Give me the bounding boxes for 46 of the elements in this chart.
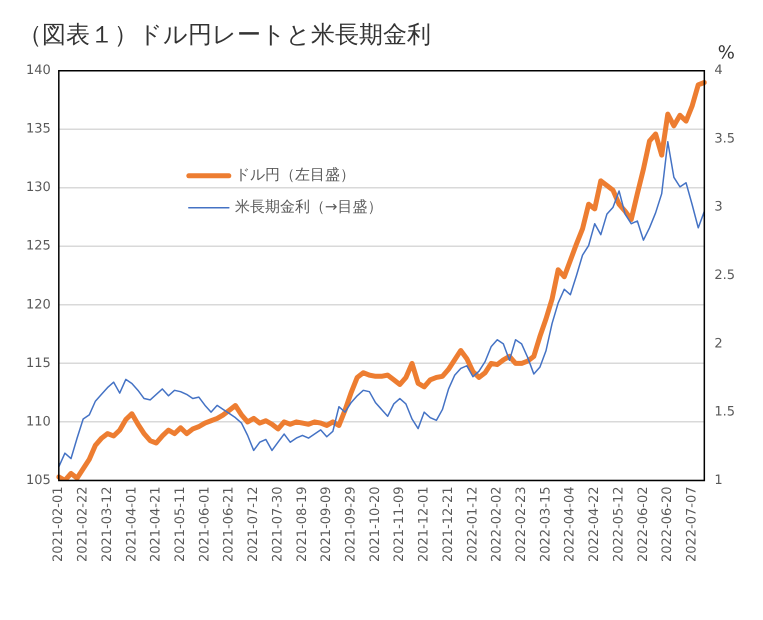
- y-tick-label: 130: [26, 180, 51, 196]
- x-tick-label: 2021-05-11: [172, 486, 188, 562]
- x-tick-label: 2022-07-07: [684, 486, 700, 562]
- x-tick-label: 2022-04-04: [562, 486, 578, 562]
- y2-tick-label: 2.5: [714, 268, 736, 283]
- y-tick-label: 135: [26, 122, 51, 137]
- x-tick-label: 2021-02-22: [76, 486, 91, 562]
- legend-label: 米長期金利（→目盛）: [234, 198, 382, 216]
- y-tick-label: 120: [26, 297, 51, 312]
- y-tick-label: 125: [26, 238, 51, 254]
- x-tick-label: 2022-01-12: [465, 486, 480, 562]
- x-tick-label: 2022-06-20: [660, 486, 676, 562]
- x-tick-label: 2021-06-21: [222, 486, 237, 562]
- y2-tick-label: 1: [714, 472, 723, 488]
- x-tick-label: 2021-02-01: [51, 486, 66, 562]
- chart-title: （図表１）ドル円レートと米長期金利: [18, 20, 431, 49]
- x-tick-label: 2022-06-02: [636, 486, 651, 562]
- y2-tick-label: 2: [714, 336, 723, 352]
- x-tick-label: 2021-08-19: [294, 486, 310, 562]
- y-tick-label: 110: [26, 414, 51, 430]
- x-tick-label: 2021-09-09: [319, 486, 334, 562]
- y-tick-label: 140: [26, 63, 51, 78]
- x-tick-label: 2021-07-30: [270, 486, 286, 562]
- x-tick-label: 2022-02-23: [514, 486, 530, 562]
- y2-tick-label: 3: [714, 200, 723, 215]
- y-tick-label: 115: [26, 356, 51, 371]
- legend-label: ドル円（左目盛）: [234, 166, 355, 184]
- x-tick-label: 2021-12-01: [416, 486, 432, 562]
- y2-tick-label: 3.5: [714, 131, 736, 146]
- x-tick-label: 2022-03-15: [538, 486, 554, 562]
- x-tick-label: 2022-05-12: [611, 486, 626, 562]
- x-tick-label: 2021-04-21: [148, 486, 164, 562]
- x-tick-label: 2021-06-01: [197, 486, 212, 562]
- x-tick-label: 2021-03-12: [100, 486, 115, 562]
- x-tick-label: 2022-02-02: [490, 486, 505, 562]
- x-tick-label: 2021-04-01: [124, 486, 140, 562]
- x-tick-label: 2021-11-09: [392, 486, 408, 562]
- x-tick-label: 2021-09-29: [343, 486, 358, 562]
- x-tick-label: 2021-12-21: [440, 486, 456, 562]
- x-tick-label: 2021-07-12: [246, 486, 262, 562]
- x-tick-label: 2021-10-20: [368, 486, 383, 562]
- y2-tick-label: 1.5: [714, 404, 736, 420]
- y2-tick-label: 4: [714, 63, 723, 78]
- y-tick-label: 105: [26, 472, 51, 488]
- x-tick-label: 2022-04-22: [587, 486, 602, 562]
- y2-axis-title: %: [718, 42, 735, 64]
